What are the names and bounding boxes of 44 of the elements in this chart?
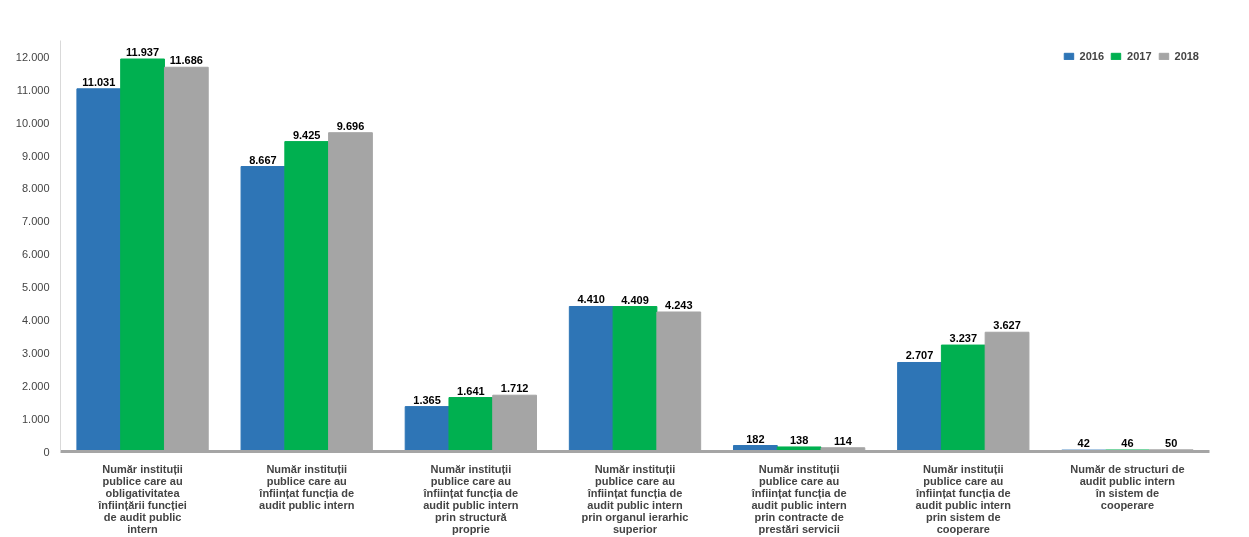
data-label: 2.707 bbox=[905, 349, 934, 362]
x-tick-label: Număr de structuri de audit public intern în sistem de cooperare bbox=[1070, 462, 1185, 511]
data-label: 1.712 bbox=[500, 382, 529, 395]
data-label: 9.425 bbox=[292, 128, 321, 141]
y-tick-label: 2.000 bbox=[21, 379, 50, 392]
data-label: 8.667 bbox=[249, 153, 277, 166]
data-label: 4.410 bbox=[577, 293, 605, 306]
legend-label: 2018 bbox=[1174, 50, 1199, 62]
y-tick-label: 7.000 bbox=[21, 215, 50, 228]
data-label: 3.237 bbox=[949, 332, 978, 345]
data-label: 3.627 bbox=[993, 319, 1021, 332]
data-label: 50 bbox=[1165, 436, 1178, 449]
data-label: 11.031 bbox=[82, 75, 116, 88]
data-label: 1.641 bbox=[457, 384, 485, 397]
data-label: 11.686 bbox=[169, 54, 203, 67]
data-label: 1.365 bbox=[413, 393, 441, 406]
x-tick-label: Număr instituții publice care au înființat funcția de audit public intern bbox=[258, 462, 355, 511]
legend-label: 2017 bbox=[1127, 50, 1152, 62]
data-label: 42 bbox=[1077, 437, 1090, 450]
x-tick-label: Număr instituții publice care au înființat funcția de audit public intern prin organul ierarhic superior bbox=[581, 462, 689, 535]
data-label: 9.696 bbox=[336, 119, 365, 132]
data-label: 138 bbox=[789, 433, 809, 446]
data-label: 4.409 bbox=[621, 293, 649, 306]
legend-label: 2016 bbox=[1079, 50, 1105, 62]
y-tick-label: 1.000 bbox=[21, 412, 50, 425]
x-tick-label: Număr instituții publice care au înființat funcția de audit public intern prin structură proprie bbox=[422, 462, 519, 535]
y-tick-label: 12.000 bbox=[15, 50, 50, 63]
x-tick-label: Număr instituții publice care au obligativitatea înființării funcției de audit public intern bbox=[97, 462, 187, 535]
data-label: 11.937 bbox=[126, 46, 160, 59]
y-tick-label: 9.000 bbox=[21, 149, 50, 162]
y-tick-label: 11.000 bbox=[16, 83, 50, 96]
y-tick-label: 6.000 bbox=[21, 248, 50, 261]
data-label: 114 bbox=[834, 434, 853, 447]
y-tick-label: 3.000 bbox=[21, 346, 50, 359]
y-tick-label: 4.000 bbox=[21, 313, 50, 326]
data-label: 4.243 bbox=[665, 298, 693, 311]
y-tick-label: 5.000 bbox=[21, 281, 50, 294]
x-tick-label: Număr instituții publice care au înființat funcția de audit public intern prin contracte de prestări servicii bbox=[750, 462, 848, 535]
data-label: 182 bbox=[746, 432, 765, 445]
y-tick-label: 0 bbox=[43, 445, 50, 458]
data-label: 46 bbox=[1121, 436, 1134, 449]
y-tick-label: 8.000 bbox=[21, 182, 50, 195]
y-tick-label: 10.000 bbox=[15, 116, 50, 129]
x-tick-label: Număr instituții publice care au înființat funcția de audit public intern prin sistem de cooperare bbox=[914, 462, 1012, 535]
